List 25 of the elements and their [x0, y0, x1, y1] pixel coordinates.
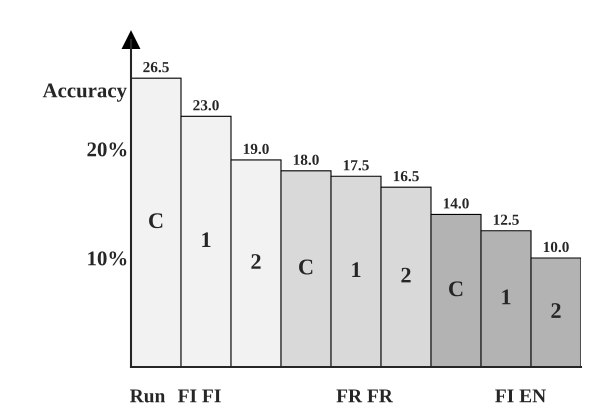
annotation: 2	[401, 268, 411, 282]
annotation: 1	[352, 262, 360, 277]
text: Run	[130, 390, 166, 402]
annotation: C	[149, 213, 162, 228]
data-label: 17.5	[344, 160, 369, 170]
annotation: 2	[251, 254, 261, 269]
data-label: 26.5	[143, 62, 169, 72]
y-tick-label: 20%	[87, 142, 126, 156]
annotation: C	[449, 281, 462, 296]
annotation: 1	[502, 290, 510, 304]
data-label: 10.0	[544, 242, 569, 252]
annotation: 1	[202, 232, 210, 247]
annotation: C	[299, 260, 312, 274]
data-label: 23.0	[193, 100, 219, 110]
data-label: 16.5	[394, 171, 419, 182]
annotation: 2	[551, 303, 561, 318]
data-label: 12.5	[494, 214, 519, 225]
data-label: 19.0	[244, 144, 269, 154]
text: FI EN	[495, 390, 546, 402]
text: FI FI	[178, 390, 221, 402]
data-label: 14.0	[444, 198, 469, 209]
text: FR FR	[336, 390, 394, 402]
y-axis-title: Accuracy	[42, 84, 127, 102]
y-tick-label: 10%	[88, 251, 126, 266]
data-label: 18.0	[294, 154, 319, 165]
